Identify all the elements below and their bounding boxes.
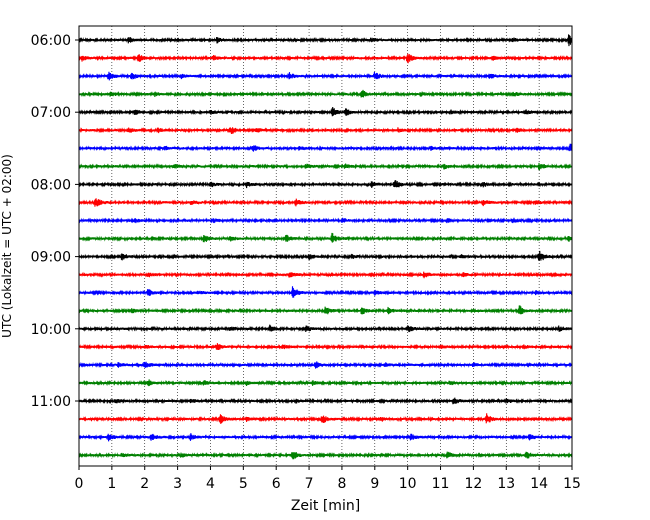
trace-0900 xyxy=(78,250,573,261)
trace-0730 xyxy=(78,143,573,152)
trace-0630 xyxy=(78,71,573,81)
y-tick-label: 10:00 xyxy=(31,322,71,338)
trace-0715 xyxy=(78,127,573,135)
trace-1015 xyxy=(78,343,573,351)
trace-0830 xyxy=(78,217,573,224)
trace-0845 xyxy=(78,232,573,243)
x-tick-label: 5 xyxy=(239,476,248,492)
seismic-traces xyxy=(78,34,573,460)
y-tick-label: 08:00 xyxy=(31,177,71,193)
trace-0800 xyxy=(78,180,573,189)
vertical-gridlines xyxy=(111,26,540,466)
x-tick-label: 9 xyxy=(370,476,379,492)
trace-0745 xyxy=(78,162,573,171)
y-tick-label: 11:00 xyxy=(31,394,71,410)
trace-1000 xyxy=(78,324,573,333)
trace-1130 xyxy=(78,433,573,442)
y-tick-label: 07:00 xyxy=(31,105,71,121)
x-tick-label: 12 xyxy=(464,476,482,492)
x-tick-label: 1 xyxy=(107,476,116,492)
trace-0615 xyxy=(78,53,573,64)
trace-1030 xyxy=(78,361,573,369)
x-tick-label: 8 xyxy=(337,476,346,492)
trace-0700 xyxy=(78,106,573,117)
x-axis-label: Zeit [min] xyxy=(291,498,360,514)
x-tick-label: 13 xyxy=(497,476,515,492)
x-axis-ticks: 0 1 2 3 4 5 6 7 8 9 10 11 12 13 14 15 xyxy=(75,466,581,492)
trace-0915 xyxy=(78,271,573,279)
trace-1045 xyxy=(78,379,573,387)
x-tick-label: 6 xyxy=(272,476,281,492)
y-tick-label: 06:00 xyxy=(31,33,71,49)
trace-0600 xyxy=(78,34,573,47)
trace-1115 xyxy=(78,413,573,425)
trace-0815 xyxy=(78,198,573,207)
x-tick-label: 3 xyxy=(173,476,182,492)
trace-1100 xyxy=(78,397,573,405)
x-tick-label: 4 xyxy=(206,476,215,492)
trace-0945 xyxy=(78,305,573,315)
x-tick-label: 2 xyxy=(140,476,149,492)
y-axis-label: UTC (Lokalzeit = UTC + 02:00) xyxy=(0,154,14,338)
plot-frame xyxy=(78,25,573,467)
x-tick-label: 0 xyxy=(75,476,84,492)
trace-0645 xyxy=(78,89,573,98)
y-tick-label: 09:00 xyxy=(31,250,71,266)
x-tick-label: 15 xyxy=(563,476,581,492)
x-tick-label: 10 xyxy=(399,476,417,492)
trace-1145 xyxy=(78,451,573,460)
trace-0930 xyxy=(78,286,573,298)
x-tick-label: 7 xyxy=(305,476,314,492)
y-axis-ticks: 06:00 07:00 08:00 09:00 10:00 11:00 xyxy=(31,33,79,410)
x-tick-label: 14 xyxy=(530,476,548,492)
x-tick-label: 11 xyxy=(432,476,450,492)
